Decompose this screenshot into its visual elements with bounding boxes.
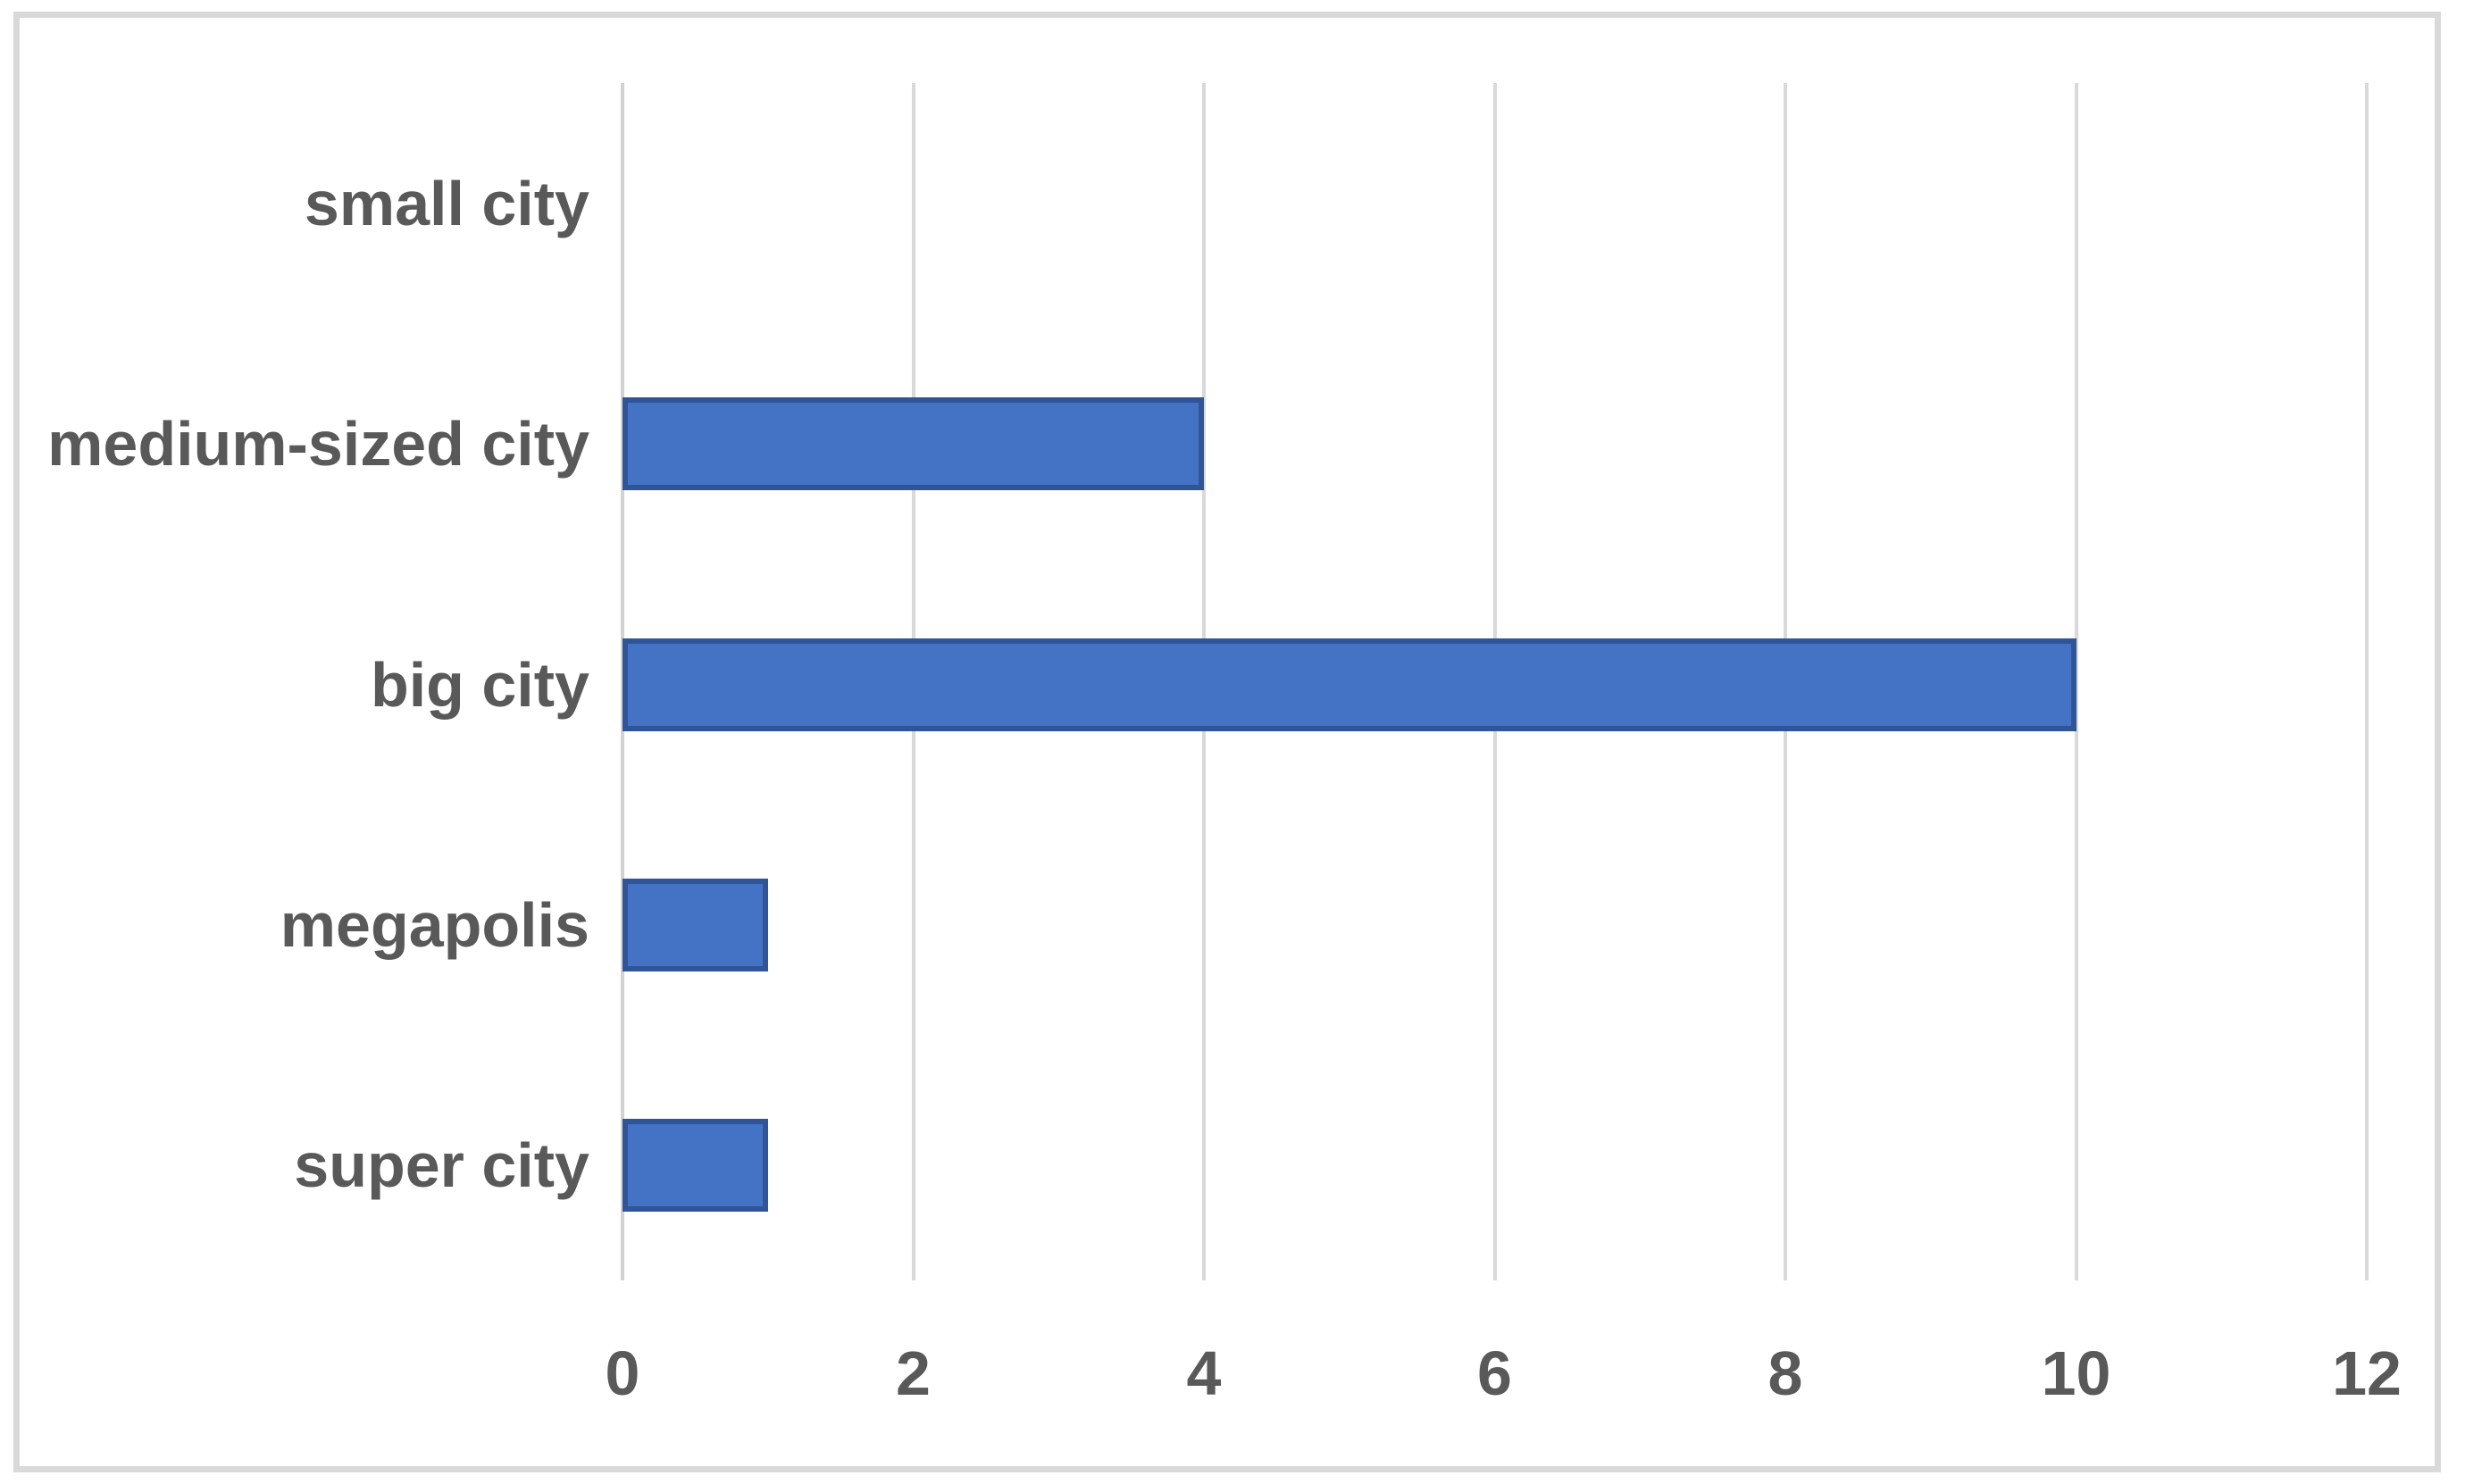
gridline [2365, 83, 2369, 1280]
x-tick-label: 8 [1767, 1338, 1803, 1408]
category-label: super city [294, 1130, 589, 1200]
x-tick-label: 10 [2041, 1338, 2111, 1408]
x-tick-label: 12 [2332, 1338, 2402, 1408]
bar [623, 397, 1204, 490]
x-tick-label: 0 [605, 1338, 640, 1408]
bar [623, 638, 2076, 731]
x-tick-label: 2 [896, 1338, 931, 1408]
x-tick-label: 4 [1186, 1338, 1222, 1408]
category-label: big city [370, 650, 589, 720]
category-label: medium-sized city [47, 409, 589, 479]
category-label: small city [304, 169, 589, 238]
bar [623, 1119, 768, 1212]
x-tick-label: 6 [1477, 1338, 1512, 1408]
chart-border-frame [13, 12, 2441, 1472]
category-label: megapolis [280, 890, 589, 960]
bar [623, 879, 768, 971]
